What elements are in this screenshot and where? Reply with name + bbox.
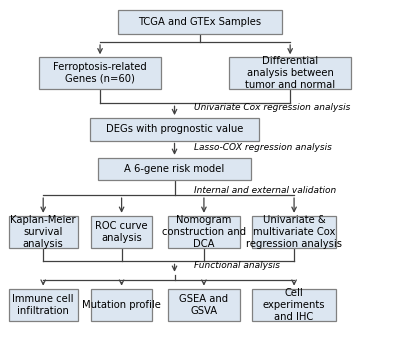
Text: Immune cell
infiltration: Immune cell infiltration — [12, 294, 74, 316]
FancyBboxPatch shape — [252, 216, 336, 248]
FancyBboxPatch shape — [118, 10, 282, 33]
Text: Kaplan-Meier
survival
analysis: Kaplan-Meier survival analysis — [10, 215, 76, 249]
Text: Functional analysis: Functional analysis — [194, 261, 280, 270]
FancyBboxPatch shape — [39, 57, 161, 89]
Text: DEGs with prognostic value: DEGs with prognostic value — [106, 124, 243, 134]
Text: ROC curve
analysis: ROC curve analysis — [95, 221, 148, 243]
FancyBboxPatch shape — [9, 289, 78, 321]
FancyBboxPatch shape — [168, 289, 240, 321]
FancyBboxPatch shape — [91, 216, 152, 248]
Text: A 6-gene risk model: A 6-gene risk model — [124, 164, 225, 174]
Text: GSEA and
GSVA: GSEA and GSVA — [179, 294, 228, 316]
FancyBboxPatch shape — [9, 216, 78, 248]
Text: Differential
analysis between
tumor and normal: Differential analysis between tumor and … — [245, 56, 335, 90]
Text: Univariate Cox regression analysis: Univariate Cox regression analysis — [194, 103, 350, 112]
FancyBboxPatch shape — [90, 118, 259, 141]
Text: Ferroptosis-related
Genes (n=60): Ferroptosis-related Genes (n=60) — [53, 62, 147, 84]
Text: Lasso-COX regression analysis: Lasso-COX regression analysis — [194, 143, 332, 152]
Text: Univariate &
multivariate Cox
regression analysis: Univariate & multivariate Cox regression… — [246, 215, 342, 249]
FancyBboxPatch shape — [252, 289, 336, 321]
Text: Mutation profile: Mutation profile — [82, 300, 161, 310]
Text: Internal and external validation: Internal and external validation — [194, 186, 336, 195]
Text: TCGA and GTEx Samples: TCGA and GTEx Samples — [138, 17, 262, 27]
FancyBboxPatch shape — [91, 289, 152, 321]
FancyBboxPatch shape — [230, 57, 351, 89]
Text: Cell
experiments
and IHC: Cell experiments and IHC — [263, 288, 325, 322]
FancyBboxPatch shape — [98, 158, 251, 180]
Text: Nomogram
construction and
DCA: Nomogram construction and DCA — [162, 215, 246, 249]
FancyBboxPatch shape — [168, 216, 240, 248]
